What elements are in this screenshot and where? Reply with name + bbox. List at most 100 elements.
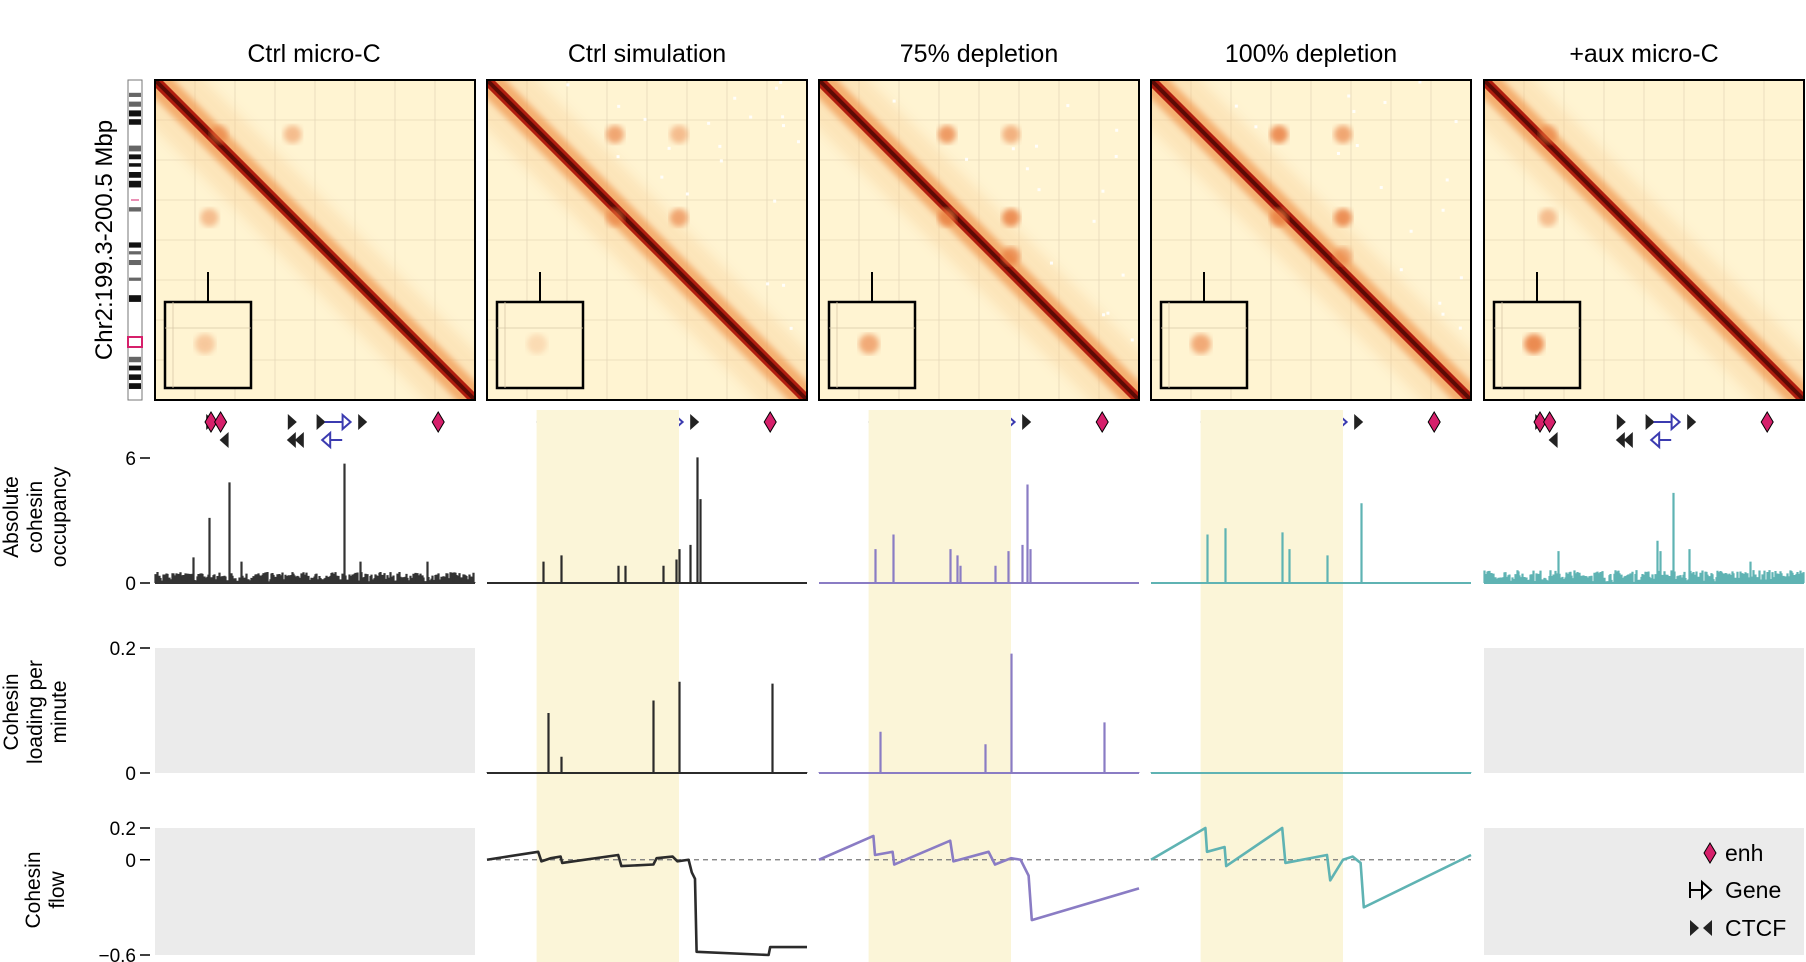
gene-arrow-icon <box>1670 412 1682 432</box>
ctcf-reverse-icon <box>286 432 296 448</box>
contact-map-noise <box>1409 229 1413 233</box>
contact-map-noise <box>718 144 722 148</box>
contact-map-noise <box>660 175 664 179</box>
ctcf-forward-icon <box>1645 414 1655 430</box>
column-title-100-depletion: 100% depletion <box>1225 40 1397 68</box>
flow-line-dep75 <box>818 834 1140 922</box>
legend-ctcf-label: CTCF <box>1725 915 1786 941</box>
ideogram-band <box>129 172 141 178</box>
enhancer-icon <box>1543 411 1557 433</box>
shaded-region-ctrl_sim <box>536 410 679 962</box>
contact-map-noise <box>1049 261 1053 265</box>
ctcf-forward-icon <box>1687 414 1697 430</box>
contact-dot <box>210 125 228 144</box>
contact-map-noise <box>566 83 570 87</box>
contact-map-noise <box>1234 104 1238 108</box>
contact-map-noise <box>965 157 969 161</box>
chromosome-ideogram <box>127 79 143 401</box>
contact-map-noise <box>1066 104 1070 108</box>
contact-map-aux_microc <box>1483 79 1805 401</box>
legend: enh Gene CTCF <box>1689 840 1786 941</box>
contact-map-noise <box>1037 188 1041 192</box>
contact-map-noise <box>1130 338 1134 342</box>
enhancer-icon <box>214 411 228 433</box>
column-titles: Ctrl micro-C Ctrl simulation 75% depleti… <box>247 40 1718 68</box>
ideogram-band <box>129 110 141 117</box>
inset-dot <box>1524 334 1544 354</box>
contact-map-signal <box>487 80 807 400</box>
enhancer-icon <box>431 411 445 433</box>
ylabel-occupancy-2: cohesin <box>24 481 47 553</box>
ylabel-loading-2: loading per <box>24 660 47 764</box>
contact-map-noise <box>796 140 800 144</box>
gene-arrow-icon <box>320 430 332 450</box>
contact-map-noise <box>1458 326 1462 330</box>
contact-map-ctrl_sim <box>486 79 808 401</box>
y-tick-label: 0 <box>125 764 136 785</box>
contact-map-noise <box>1025 167 1029 171</box>
inset-dot <box>1191 334 1211 354</box>
contact-dot <box>1270 125 1288 144</box>
y-tick-label: 0.2 <box>110 819 136 840</box>
ylabel-occupancy-1: Absolute <box>0 476 23 558</box>
ideogram-band <box>129 277 141 281</box>
inset-dot <box>527 334 547 354</box>
column-title-ctrl-simulation: Ctrl simulation <box>568 40 726 68</box>
contact-map-ctrl_microc <box>154 79 476 401</box>
contact-dot <box>670 125 688 144</box>
contact-map-noise <box>1347 94 1351 98</box>
ideogram-band <box>129 101 141 107</box>
ideogram-band <box>129 180 141 188</box>
contact-dot <box>283 125 302 144</box>
contact-map-noise <box>779 80 783 84</box>
diagonal-center <box>1151 80 1471 400</box>
contact-dot <box>1270 208 1288 227</box>
enhancer-icon <box>1427 411 1441 433</box>
contact-map-noise <box>1336 151 1340 155</box>
ctcf-reverse-icon <box>1548 432 1558 448</box>
enhancer-icon <box>1533 411 1547 433</box>
ylabel-flow-2: flow <box>46 871 69 909</box>
inset-dot <box>859 334 879 354</box>
ideogram-band <box>129 383 141 389</box>
ideogram-band <box>129 242 141 248</box>
feature-track-ctrl_microc <box>204 411 445 450</box>
contact-map-signal <box>155 80 475 400</box>
ctcf-reverse-icon <box>219 432 229 448</box>
contact-map-noise <box>707 121 711 125</box>
diagonal-center <box>487 80 807 400</box>
ideogram-band <box>129 92 141 97</box>
contact-map-frame <box>1150 79 1472 401</box>
column-title-ctrl-microc: Ctrl micro-C <box>247 40 380 68</box>
ideogram-band <box>129 356 141 363</box>
contact-map-noise <box>1438 301 1442 305</box>
contact-map-noise <box>1445 178 1449 182</box>
contact-map-noise <box>1399 268 1403 272</box>
contact-map-frame <box>1483 79 1805 401</box>
contact-map-noise <box>749 115 753 119</box>
contact-map-dep75 <box>818 79 1140 401</box>
enhancer-icon <box>763 411 777 433</box>
not-applicable-panel <box>1484 648 1804 773</box>
contact-map-noise <box>643 117 647 121</box>
contact-map-noise <box>773 199 777 203</box>
ylabel-occupancy-3: occupancy <box>48 466 71 567</box>
ctcf-forward-icon <box>316 414 326 430</box>
ideogram-band <box>129 145 141 152</box>
contact-map-noise <box>781 115 785 119</box>
contact-map-noise <box>685 192 689 196</box>
contact-map-noise <box>1115 128 1119 132</box>
gene-arrow-icon <box>1649 430 1661 450</box>
enhancer-icon <box>204 411 218 433</box>
shaded-region-dep75 <box>868 410 1011 962</box>
contact-dot <box>606 125 624 144</box>
column-title-75-depletion: 75% depletion <box>900 40 1058 68</box>
contact-dot <box>1002 208 1020 227</box>
legend-enhancer-label: enh <box>1725 840 1763 866</box>
flow-line-dep100 <box>1150 826 1472 909</box>
contact-dot <box>1539 208 1557 227</box>
ideogram-band <box>129 163 141 167</box>
ctcf-forward-icon <box>1616 414 1626 430</box>
not-applicable-panel <box>1484 828 1804 955</box>
